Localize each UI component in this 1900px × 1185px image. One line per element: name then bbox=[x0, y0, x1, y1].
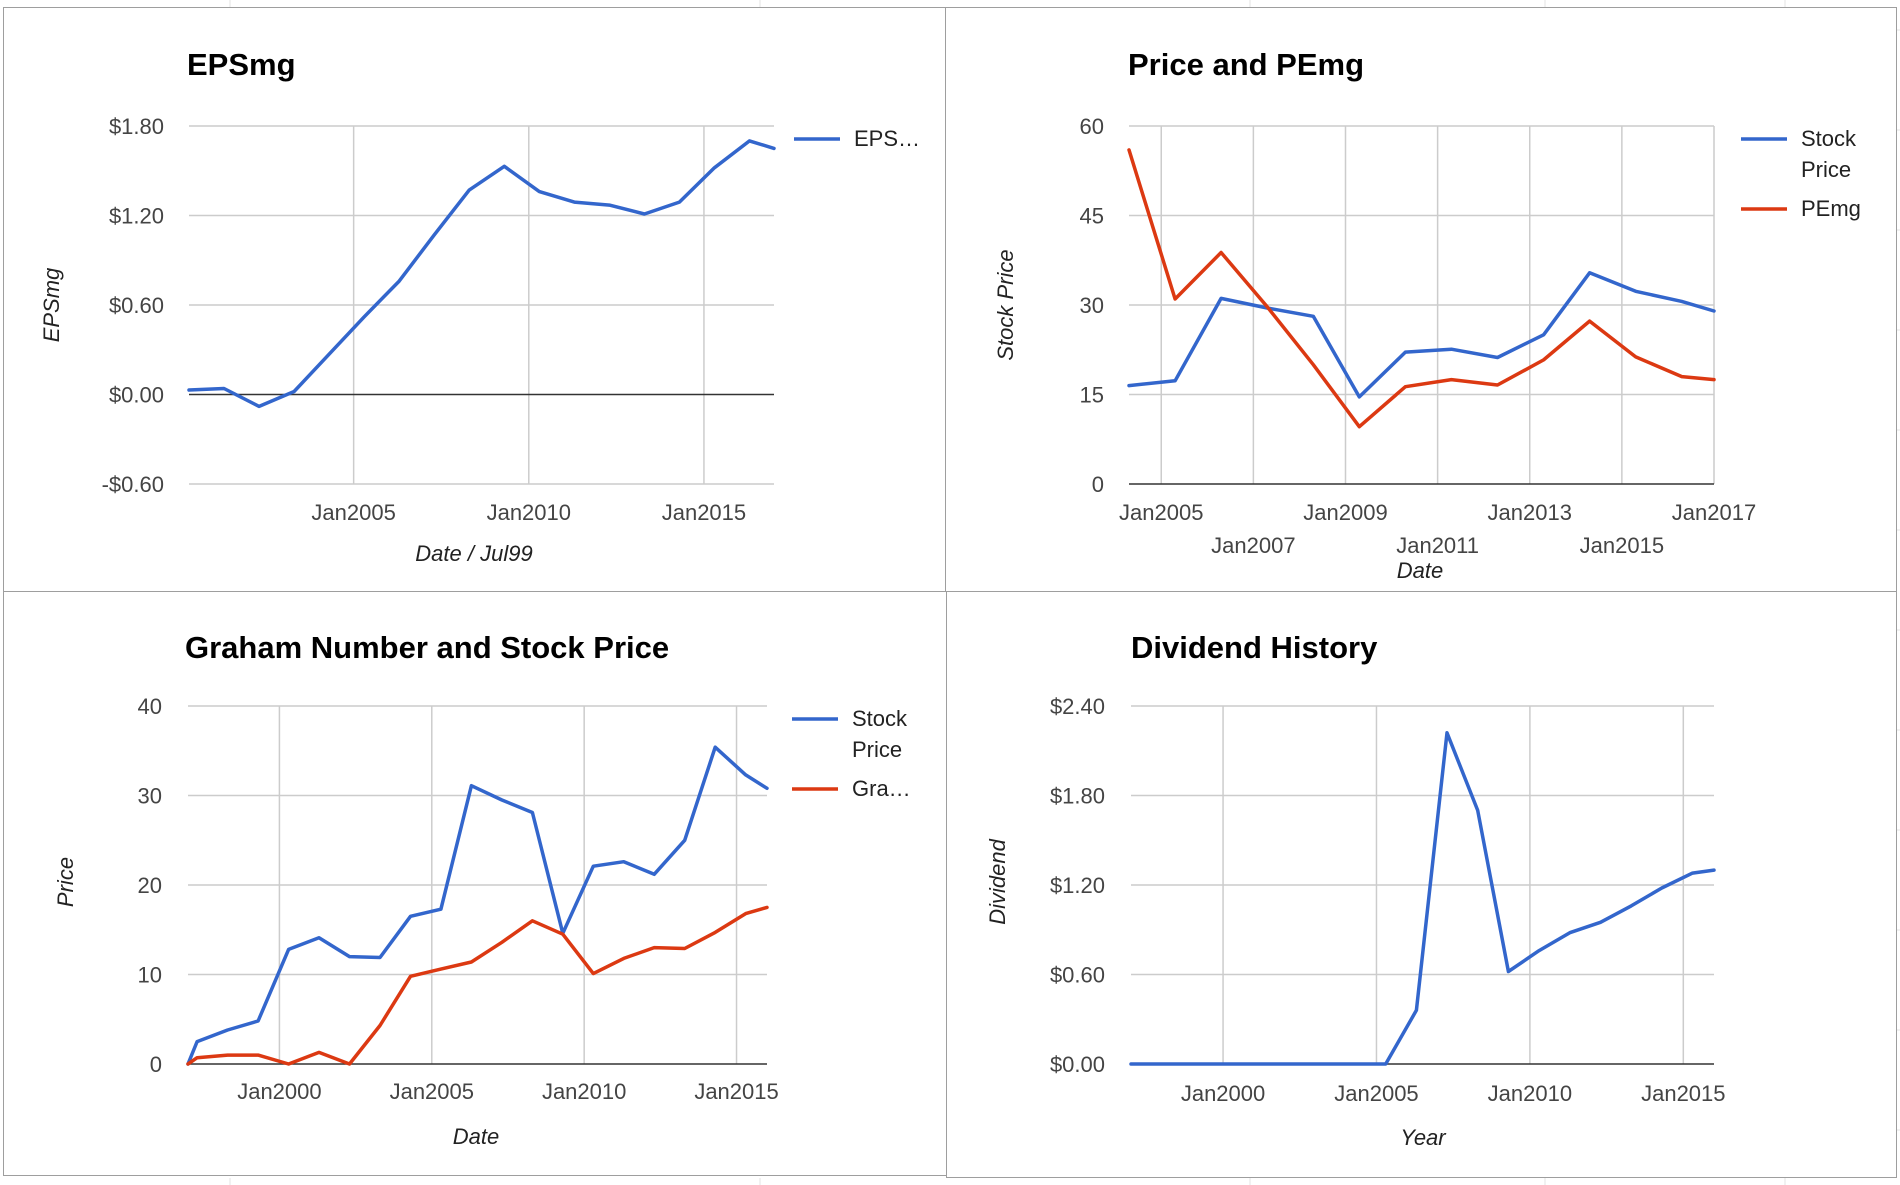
x-tick-label: Jan2010 bbox=[487, 500, 571, 525]
y-tick-label: 60 bbox=[1080, 114, 1104, 139]
chart-panel-dividend-history[interactable]: Dividend History $2.40 $1.80 $1.20 $0.60 $0.… bbox=[946, 591, 1897, 1178]
y-tick-label: 15 bbox=[1080, 383, 1104, 408]
chart-legend: Stock Price PEmg bbox=[1741, 126, 1861, 221]
data-series bbox=[1127, 148, 1716, 429]
grid-lines bbox=[1131, 705, 1714, 1064]
series-line-eps-[interactable] bbox=[187, 139, 776, 409]
chart-title: Graham Number and Stock Price bbox=[185, 630, 669, 665]
x-tick-label: Jan2015 bbox=[1641, 1081, 1725, 1106]
x-tick-label: Jan2015 bbox=[694, 1079, 778, 1104]
y-axis-title: Stock Price bbox=[993, 249, 1018, 360]
legend-label[interactable]: PEmg bbox=[1801, 196, 1861, 221]
y-tick-label: $1.20 bbox=[1050, 873, 1105, 898]
y-tick-label: $1.20 bbox=[109, 204, 164, 229]
chart-panel-price-pemg[interactable]: Price and PEmg 60 45 30 15 0 Jan2005 Jan2007 Ja… bbox=[945, 7, 1897, 592]
x-tick-label: Jan2010 bbox=[1488, 1081, 1572, 1106]
y-tick-label: $2.40 bbox=[1050, 694, 1105, 719]
y-tick-label: $0.00 bbox=[1050, 1052, 1105, 1077]
legend-label[interactable]: Gra… bbox=[852, 776, 911, 801]
x-tick-label: Jan2015 bbox=[1580, 533, 1664, 558]
y-tick-label: 10 bbox=[138, 963, 162, 988]
x-tick-label: Jan2000 bbox=[1181, 1081, 1265, 1106]
chart-title: EPSmg bbox=[187, 47, 296, 82]
x-tick-label: Jan2010 bbox=[542, 1079, 626, 1104]
y-axis-title: Price bbox=[53, 857, 78, 907]
legend-label[interactable]: EPS… bbox=[854, 126, 920, 151]
x-tick-label: Jan2011 bbox=[1396, 533, 1479, 558]
y-tick-label: $1.80 bbox=[1050, 784, 1105, 809]
axes: 40 30 20 10 0 Jan2000 Jan2005 Jan2010 Jan2015 bbox=[138, 694, 779, 1104]
y-tick-label: 20 bbox=[138, 873, 162, 898]
legend-label[interactable]: Stock Price bbox=[852, 706, 908, 762]
x-tick-label: Jan2005 bbox=[1334, 1081, 1418, 1106]
series-line-pemg[interactable] bbox=[1127, 148, 1716, 429]
y-tick-label: $1.80 bbox=[109, 114, 164, 139]
chart-title: Dividend History bbox=[1131, 630, 1378, 665]
data-series bbox=[187, 139, 776, 409]
x-axis-title: Date / Jul99 bbox=[415, 541, 532, 566]
y-tick-label: 30 bbox=[1080, 293, 1104, 318]
y-tick-label: $0.60 bbox=[1050, 963, 1105, 988]
grid-lines bbox=[189, 125, 774, 485]
grid-lines bbox=[188, 705, 767, 1064]
chart-title: Price and PEmg bbox=[1128, 47, 1364, 82]
x-tick-label: Jan2013 bbox=[1488, 500, 1572, 525]
axes: $2.40 $1.80 $1.20 $0.60 $0.00 Jan2000 Jan2005 J… bbox=[1050, 694, 1726, 1106]
chart-dividend-history: Dividend History $2.40 $1.80 $1.20 $0.60 $0.… bbox=[985, 630, 1726, 1150]
x-tick-label: Jan2015 bbox=[662, 500, 746, 525]
x-axis-title: Date bbox=[1397, 558, 1443, 583]
x-tick-label: Jan2007 bbox=[1211, 533, 1295, 558]
data-series bbox=[1129, 731, 1716, 1066]
y-axis-title: EPSmg bbox=[39, 267, 64, 342]
y-tick-label: $0.60 bbox=[109, 293, 164, 318]
x-axis-title: Date bbox=[453, 1124, 499, 1149]
data-series bbox=[186, 745, 769, 1066]
x-tick-label: Jan2005 bbox=[311, 500, 395, 525]
y-tick-label: 45 bbox=[1080, 204, 1104, 229]
chart-legend: EPS… bbox=[794, 126, 920, 151]
series-line-stock-price[interactable] bbox=[186, 745, 769, 1066]
y-axis-title: Dividend bbox=[985, 838, 1010, 924]
y-tick-label: 40 bbox=[138, 694, 162, 719]
y-tick-label: $0.00 bbox=[109, 383, 164, 408]
x-tick-label: Jan2005 bbox=[390, 1079, 474, 1104]
chart-price-pemg: Price and PEmg 60 45 30 15 0 Jan2005 Jan2007 Ja… bbox=[993, 47, 1861, 583]
chart-panel-epsmg[interactable]: EPSmg $1.80 $1.20 $0.60 $0.00 -$0.60 Jan2005 J… bbox=[3, 7, 946, 592]
y-tick-label: -$0.60 bbox=[102, 472, 164, 497]
y-tick-label: 0 bbox=[150, 1052, 162, 1077]
chart-legend: Stock Price Gra… bbox=[792, 706, 911, 801]
axes: $1.80 $1.20 $0.60 $0.00 -$0.60 Jan2005 Jan2010… bbox=[102, 114, 774, 525]
y-tick-label: 30 bbox=[138, 784, 162, 809]
axes: 60 45 30 15 0 Jan2005 Jan2007 Jan2009 Jan2011 Jan… bbox=[1080, 114, 1757, 558]
x-tick-label: Jan2009 bbox=[1303, 500, 1387, 525]
chart-panel-graham-number[interactable]: Graham Number and Stock Price 40 30 20 10 0 J… bbox=[3, 591, 947, 1176]
x-tick-label: Jan2005 bbox=[1119, 500, 1203, 525]
chart-graham-number: Graham Number and Stock Price 40 30 20 10 0 J… bbox=[53, 630, 911, 1149]
x-axis-title: Year bbox=[1400, 1125, 1447, 1150]
legend-label[interactable]: Stock Price bbox=[1801, 126, 1857, 182]
series-line-dividend[interactable] bbox=[1129, 731, 1716, 1066]
x-tick-label: Jan2000 bbox=[237, 1079, 321, 1104]
chart-epsmg: EPSmg $1.80 $1.20 $0.60 $0.00 -$0.60 Jan2005 J… bbox=[39, 47, 920, 566]
x-tick-label: Jan2017 bbox=[1672, 500, 1756, 525]
series-line-stock-price[interactable] bbox=[1127, 271, 1716, 399]
y-tick-label: 0 bbox=[1092, 472, 1104, 497]
series-line-gra-[interactable] bbox=[186, 905, 769, 1066]
